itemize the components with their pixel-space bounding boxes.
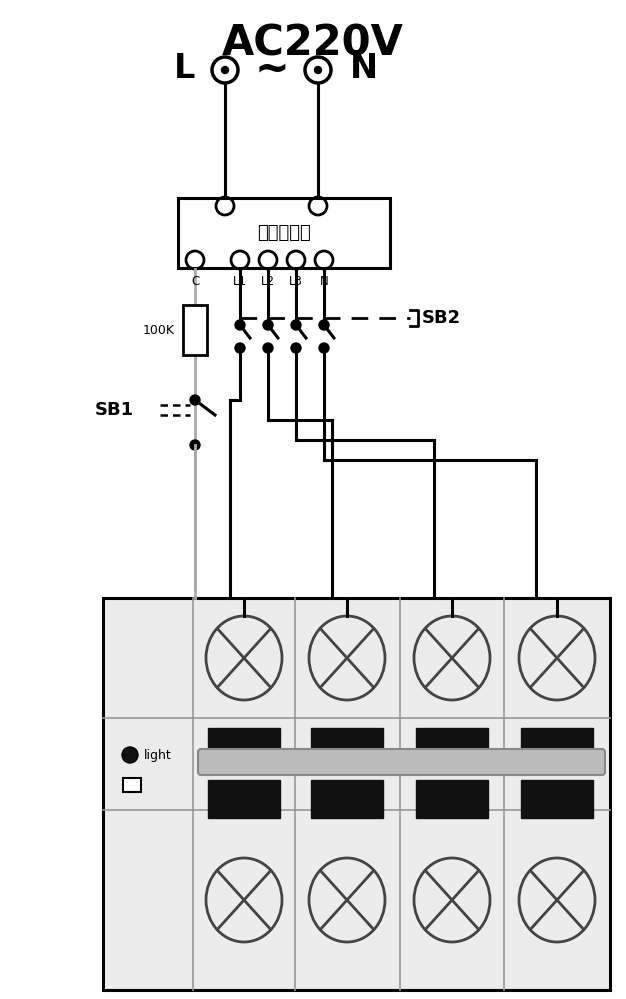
Text: 分线端子排: 分线端子排 [257, 224, 311, 242]
Circle shape [319, 320, 329, 330]
Text: N: N [320, 275, 329, 288]
Text: L2: L2 [261, 275, 275, 288]
Circle shape [190, 395, 200, 405]
Text: SB2: SB2 [422, 309, 461, 327]
Text: ~: ~ [255, 49, 289, 91]
Text: N: N [350, 52, 378, 85]
Bar [416, 780, 488, 818]
Circle shape [235, 343, 245, 353]
Bar [123, 778, 141, 792]
Text: AC220V: AC220V [222, 22, 404, 64]
Bar [178, 198, 390, 268]
Circle shape [263, 343, 273, 353]
Text: SB1: SB1 [95, 401, 134, 419]
Bar [311, 780, 383, 818]
Circle shape [122, 747, 138, 763]
FancyBboxPatch shape [198, 749, 605, 775]
Text: light: light [144, 748, 172, 761]
Bar [183, 305, 207, 355]
Circle shape [190, 440, 200, 450]
Circle shape [291, 343, 301, 353]
Bar [416, 728, 488, 766]
Bar [521, 728, 593, 766]
Text: L1: L1 [233, 275, 247, 288]
Circle shape [291, 320, 301, 330]
Bar [208, 780, 280, 818]
Circle shape [314, 67, 322, 74]
Bar [103, 598, 610, 990]
Circle shape [235, 320, 245, 330]
Circle shape [222, 67, 228, 74]
Text: L: L [174, 52, 196, 85]
Text: L3: L3 [289, 275, 303, 288]
Circle shape [319, 343, 329, 353]
Text: C: C [191, 275, 199, 288]
Bar [311, 728, 383, 766]
Text: 100K: 100K [143, 324, 175, 337]
Bar [208, 728, 280, 766]
Circle shape [263, 320, 273, 330]
Bar [521, 780, 593, 818]
